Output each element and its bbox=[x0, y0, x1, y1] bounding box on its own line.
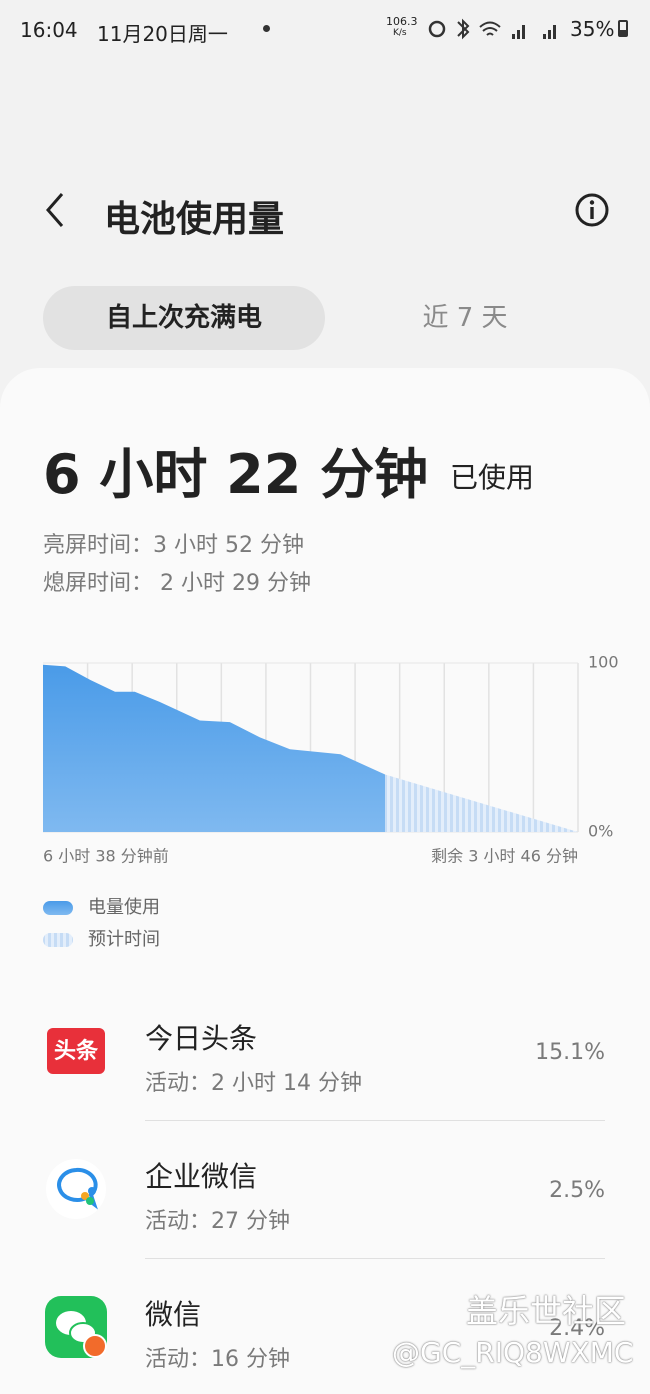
card bbox=[0, 368, 650, 1394]
watermark: @GC_RIQ8WXMC bbox=[392, 1336, 634, 1369]
tab-active[interactable]: 自上次充满电 bbox=[43, 286, 325, 350]
x-tick-label: 剩余 3 小时 46 分钟 bbox=[431, 847, 578, 866]
app-icon bbox=[45, 1296, 107, 1358]
app-icon bbox=[46, 1159, 106, 1219]
legend-swatch bbox=[43, 901, 73, 915]
status-speed: 106.3 bbox=[386, 15, 418, 28]
status-speed-unit: K/s bbox=[393, 28, 407, 38]
app-name[interactable]: 今日头条 bbox=[145, 1022, 258, 1055]
app-percent: 15.1% bbox=[535, 1040, 605, 1065]
status-icons bbox=[428, 18, 556, 40]
status-date: 11月20日周一 bbox=[97, 22, 228, 46]
separator bbox=[145, 1258, 605, 1259]
legend-swatch bbox=[43, 933, 73, 947]
app-icon: 头条 bbox=[47, 1028, 105, 1074]
area bbox=[43, 664, 386, 832]
separator bbox=[145, 1120, 605, 1121]
y-tick-label: 0% bbox=[588, 822, 613, 841]
battery-icon bbox=[618, 20, 628, 37]
info-button[interactable] bbox=[574, 192, 610, 228]
app-activity: 活动：2 小时 14 分钟 bbox=[145, 1071, 362, 1096]
back-button[interactable] bbox=[40, 190, 70, 230]
total-time: 6 小时 22 分钟 bbox=[43, 443, 429, 506]
screen-on: 亮屏时间：3 小时 52 分钟 bbox=[43, 533, 304, 558]
app-percent: 2.4% bbox=[549, 1316, 605, 1341]
status-dot bbox=[263, 25, 270, 32]
status-time: 16:04 bbox=[20, 18, 78, 42]
status-battery: 35% bbox=[570, 17, 615, 41]
page-title: 电池使用量 bbox=[104, 199, 285, 240]
app-name[interactable]: 微信 bbox=[145, 1298, 202, 1331]
x-tick-label: 6 小时 38 分钟前 bbox=[43, 847, 169, 866]
app-percent: 2.5% bbox=[549, 1178, 605, 1203]
app-name[interactable]: 企业微信 bbox=[145, 1160, 258, 1193]
app-icon-text: 头条 bbox=[54, 1038, 99, 1064]
y-tick-label: 100 bbox=[588, 653, 619, 672]
legend-label: 预计时间 bbox=[88, 929, 160, 950]
app-activity: 活动：27 分钟 bbox=[145, 1209, 290, 1234]
watermark: 盖乐世社区 bbox=[466, 1292, 627, 1330]
area bbox=[385, 774, 578, 832]
total-suffix: 已使用 bbox=[450, 461, 535, 494]
tab[interactable]: 近 7 天 bbox=[422, 303, 508, 333]
app-activity: 活动：16 分钟 bbox=[145, 1347, 290, 1372]
screen-off: 熄屏时间： 2 小时 29 分钟 bbox=[43, 571, 311, 596]
legend-label: 电量使用 bbox=[88, 897, 160, 918]
